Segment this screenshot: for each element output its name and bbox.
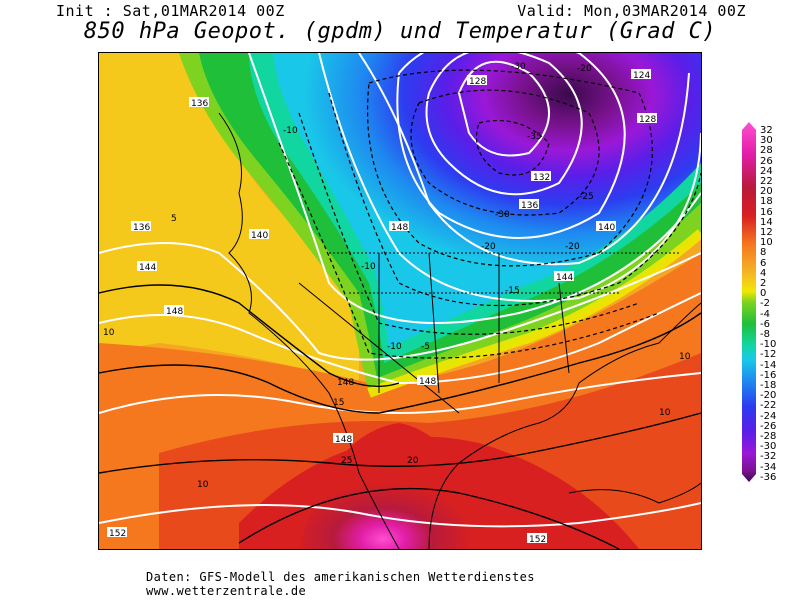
label-132: 132 xyxy=(533,173,550,183)
valid-time: Valid: Mon,03MAR2014 00Z xyxy=(517,2,746,20)
scale-tick: 30 xyxy=(760,135,773,147)
data-source: Daten: GFS-Modell des amerikanischen Wet… xyxy=(146,570,535,584)
hot-core xyxy=(299,423,499,549)
label-t-10c: -10 xyxy=(283,126,298,136)
label-t20: 20 xyxy=(407,456,419,466)
label-124: 124 xyxy=(633,71,650,81)
label-148b: 148 xyxy=(391,223,408,233)
label-t15: 15 xyxy=(333,398,344,408)
scale-tick: 10 xyxy=(760,237,773,249)
scale-tick: -20 xyxy=(760,390,777,402)
label-t-10b: -10 xyxy=(361,262,376,272)
scale-tick: 8 xyxy=(760,247,767,259)
label-144b: 144 xyxy=(556,273,573,283)
scale-tick: -22 xyxy=(760,400,777,412)
label-t10b: 10 xyxy=(679,352,691,362)
scale-tick: 22 xyxy=(760,176,773,187)
label-t-10: -10 xyxy=(387,342,402,352)
scale-tick: 18 xyxy=(760,196,773,208)
scale-tick: 20 xyxy=(760,186,773,198)
warm-isotherms xyxy=(99,284,701,549)
label-t-25: -25 xyxy=(579,192,594,202)
scale-tick: -10 xyxy=(760,339,777,351)
scale-tick: 16 xyxy=(760,206,773,218)
scale-tick: -6 xyxy=(760,318,770,330)
label-t-35: -35 xyxy=(527,132,542,142)
scale-tick: -14 xyxy=(760,359,777,371)
coastlines xyxy=(218,112,701,549)
scale-tick: -8 xyxy=(760,329,770,340)
frontal-band xyxy=(367,229,701,398)
scale-tick: 28 xyxy=(760,145,773,157)
label-152a: 152 xyxy=(109,529,126,539)
scale-tick: 0 xyxy=(760,288,767,300)
label-136b: 136 xyxy=(133,223,150,233)
scale-tick: -28 xyxy=(760,431,777,442)
label-128b: 128 xyxy=(639,115,656,125)
scale-tick: -34 xyxy=(760,461,777,473)
scale-tick: 24 xyxy=(760,165,773,177)
scale-tick: 2 xyxy=(760,278,767,289)
label-148e: 148 xyxy=(337,378,354,388)
color-scale-bar xyxy=(742,122,756,482)
label-t-5: -5 xyxy=(421,342,430,352)
scale-tick: -26 xyxy=(760,420,777,432)
scale-tick: -4 xyxy=(760,308,770,320)
map-title: 850 hPa Geopot. (gpdm) und Temperatur (G… xyxy=(83,19,717,44)
scale-tick: 12 xyxy=(760,227,773,238)
cold-core xyxy=(259,53,701,348)
label-t25: 25 xyxy=(341,456,352,466)
yellow-zone xyxy=(99,53,359,383)
label-t-30a: -30 xyxy=(511,62,526,72)
scale-tick: 26 xyxy=(760,155,773,167)
scale-tick: -18 xyxy=(760,380,777,391)
weather-map: 136 136 140 144 148 148 144 148 148 140 … xyxy=(98,52,702,550)
weather-map-svg: 136 136 140 144 148 148 144 148 148 140 … xyxy=(99,53,701,549)
label-t-30b: -30 xyxy=(495,210,510,220)
label-148c: 148 xyxy=(419,377,436,387)
label-136a: 136 xyxy=(191,99,208,109)
scale-tick: 6 xyxy=(760,257,767,269)
website: www.wetterzentrale.de xyxy=(146,584,307,598)
label-140: 140 xyxy=(251,231,268,241)
map-labels: 136 136 140 144 148 148 144 148 148 140 … xyxy=(103,62,691,545)
label-144a: 144 xyxy=(139,263,156,273)
label-136c: 136 xyxy=(521,201,538,211)
init-time: Init : Sat,01MAR2014 00Z xyxy=(56,2,285,20)
label-140b: 140 xyxy=(598,223,615,233)
label-t-20c: -20 xyxy=(565,242,580,252)
scale-tick: -30 xyxy=(760,441,777,453)
geopotential-contours xyxy=(99,53,701,528)
label-t-20a: -20 xyxy=(577,64,592,74)
scale-tick: -12 xyxy=(760,349,777,361)
scale-tick: -16 xyxy=(760,369,777,381)
scale-tick: 32 xyxy=(760,125,773,136)
label-148a: 148 xyxy=(166,307,183,317)
label-t-15: -15 xyxy=(505,286,520,296)
label-t5: 5 xyxy=(171,214,177,224)
scale-tick: -32 xyxy=(760,451,777,463)
scale-tick: -2 xyxy=(760,298,770,310)
label-t10d: 10 xyxy=(197,480,209,490)
scale-tick: -24 xyxy=(760,410,777,422)
scale-tick: 4 xyxy=(760,267,767,279)
scale-tick: -36 xyxy=(760,471,777,483)
label-152b: 152 xyxy=(529,535,546,545)
label-t-20b: -20 xyxy=(481,242,496,252)
label-t10c: 10 xyxy=(659,408,671,418)
label-128a: 128 xyxy=(469,77,486,87)
label-148d: 148 xyxy=(335,435,352,445)
label-t10: 10 xyxy=(103,328,115,338)
scale-tick: 14 xyxy=(760,216,773,228)
color-scale xyxy=(742,122,756,482)
